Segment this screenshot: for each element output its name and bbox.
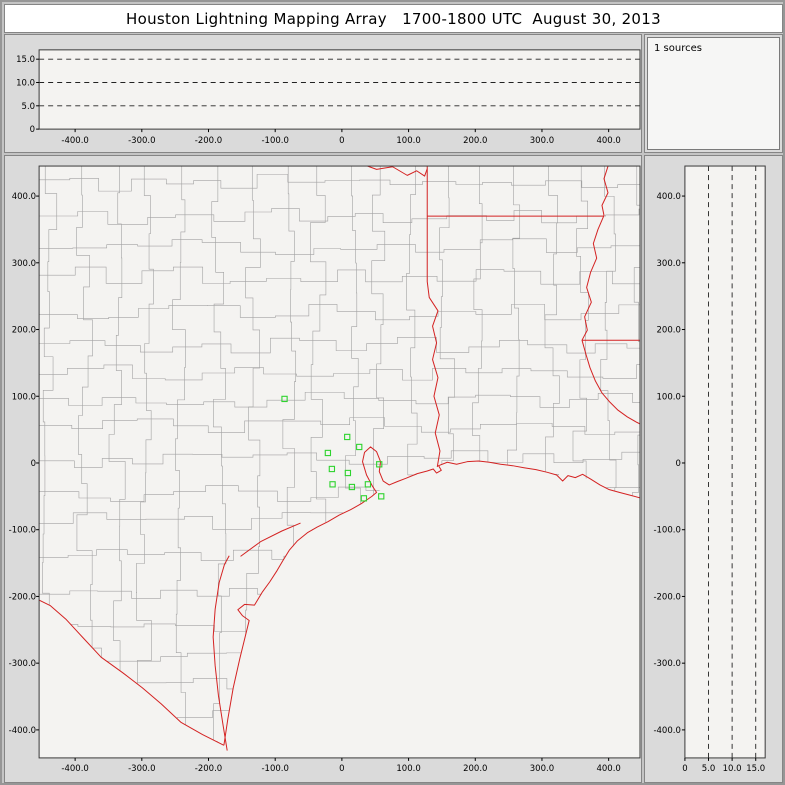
altitude-ew-x-axis-labels: -400.0 -300.0 -200.0 -100.0 0 100.0 200.0 300.0… [61, 129, 621, 146]
svg-text:400.0: 400.0 [657, 192, 681, 202]
map-x-axis-labels: -400.0 -300.0 -200.0 -100.0 0 100.0 200.0 300.0… [61, 757, 621, 774]
svg-text:15.0: 15.0 [16, 55, 35, 65]
altitude-ew-plot[interactable]: 0 5.0 10.0 15.0 -400.0 -300.0 -200.0 -100.0 0 100… [5, 35, 641, 152]
svg-text:10.0: 10.0 [16, 79, 35, 89]
lma-station-marker [376, 461, 383, 468]
svg-text:5.0: 5.0 [22, 102, 36, 112]
svg-text:400.0: 400.0 [596, 136, 620, 146]
svg-text:300.0: 300.0 [530, 136, 554, 146]
lma-station-marker [364, 481, 372, 488]
altitude-ew-plot-border [38, 49, 641, 130]
sources-panel: 1 sources [644, 34, 783, 153]
altitude-ns-y-axis-labels: 400.0 300.0 200.0 100.0 0 -100.0 -200.0 -300.0 -… [653, 192, 685, 736]
map-y-axis-labels: 400.0 300.0 200.0 100.0 0 -100.0 -200.0 -300.0 -… [9, 192, 40, 736]
svg-text:100.0: 100.0 [396, 764, 420, 774]
texas-louisiana-border [426, 166, 441, 468]
svg-text:-300.0: -300.0 [653, 659, 680, 669]
svg-text:-200.0: -200.0 [195, 136, 222, 146]
window-title: Houston Lightning Mapping Array 1700-180… [4, 4, 783, 33]
svg-text:-300.0: -300.0 [9, 659, 36, 669]
svg-text:200.0: 200.0 [657, 326, 681, 336]
rio-grande-border [39, 599, 225, 746]
svg-text:-400.0: -400.0 [9, 726, 36, 736]
svg-text:15.0: 15.0 [746, 764, 765, 774]
svg-text:-400.0: -400.0 [653, 726, 680, 736]
map-plot-border [38, 165, 641, 759]
lma-station-marker [344, 433, 351, 441]
svg-text:-100.0: -100.0 [261, 136, 288, 146]
svg-text:200.0: 200.0 [463, 136, 487, 146]
svg-text:300.0: 300.0 [530, 764, 554, 774]
svg-text:400.0: 400.0 [12, 192, 36, 202]
lma-station-marker [328, 465, 336, 473]
station-markers [281, 395, 385, 502]
plan-view-panel: 400.0 300.0 200.0 100.0 0 -100.0 -200.0 -300.0-… [4, 155, 642, 783]
red-river-border [365, 166, 428, 177]
matagorda-barrier [240, 522, 301, 557]
padre-island-barrier [212, 555, 230, 751]
altitude-ns-plot-area[interactable] [684, 166, 766, 758]
svg-text:100.0: 100.0 [657, 392, 681, 402]
altitude-ns-panel: 400.0 300.0 200.0 100.0 0 -100.0 -200.0 -300.0 -… [644, 155, 783, 783]
altitude-ew-plot-area[interactable] [39, 49, 640, 130]
svg-text:-300.0: -300.0 [128, 764, 155, 774]
map-plot-area[interactable] [39, 166, 640, 758]
altitude-ew-panel: 0 5.0 10.0 15.0 -400.0 -300.0 -200.0 -100.0 0 100… [4, 34, 642, 153]
lma-station-marker [360, 495, 368, 502]
lma-station-marker [281, 395, 288, 403]
sources-count-label: 1 sources [647, 37, 780, 150]
altitude-ew-gridlines [39, 58, 640, 107]
svg-text:0: 0 [339, 136, 344, 146]
svg-text:100.0: 100.0 [396, 136, 420, 146]
gulf-coastline [223, 446, 640, 746]
svg-text:10.0: 10.0 [723, 764, 742, 774]
svg-text:-300.0: -300.0 [128, 136, 155, 146]
altitude-ns-plot-border [684, 165, 766, 759]
state-boundaries [39, 166, 640, 751]
svg-text:0: 0 [339, 764, 344, 774]
altitude-ew-y-axis-labels: 0 5.0 10.0 15.0 [16, 55, 40, 135]
svg-text:300.0: 300.0 [12, 259, 36, 269]
svg-text:0: 0 [682, 764, 687, 774]
svg-text:0: 0 [30, 125, 35, 135]
svg-text:400.0: 400.0 [596, 764, 620, 774]
plan-view-plot[interactable]: 400.0300.0200.0100.00-100.0-200.0-300.0-… [5, 156, 641, 782]
lma-station-marker [348, 483, 356, 491]
lma-station-marker [324, 449, 332, 457]
svg-text:-100.0: -100.0 [9, 526, 36, 536]
svg-text:300.0: 300.0 [657, 259, 681, 269]
lma-station-marker [344, 469, 352, 477]
svg-text:5.0: 5.0 [702, 764, 716, 774]
svg-text:-100.0: -100.0 [653, 526, 680, 536]
svg-text:200.0: 200.0 [12, 326, 36, 336]
lma-station-marker [378, 493, 385, 500]
svg-text:0: 0 [31, 459, 36, 469]
svg-text:100.0: 100.0 [12, 392, 36, 402]
altitude-ns-x-axis-labels: 0 5.0 10.0 15.0 [682, 757, 765, 774]
mississippi-river [581, 166, 640, 425]
svg-text:-400.0: -400.0 [61, 136, 88, 146]
svg-text:-200.0: -200.0 [653, 592, 680, 602]
svg-text:-100.0: -100.0 [261, 764, 288, 774]
svg-text:-200.0: -200.0 [195, 764, 222, 774]
svg-text:200.0: 200.0 [463, 764, 487, 774]
altitude-ns-plot[interactable]: 400.0 300.0 200.0 100.0 0 -100.0 -200.0 -300.0 -… [645, 156, 782, 782]
lma-station-marker [356, 443, 363, 451]
title-text: Houston Lightning Mapping Array 1700-180… [126, 9, 661, 28]
svg-text:-200.0: -200.0 [9, 592, 36, 602]
lma-station-marker [329, 481, 336, 488]
svg-text:0: 0 [675, 459, 680, 469]
svg-text:-400.0: -400.0 [61, 764, 88, 774]
